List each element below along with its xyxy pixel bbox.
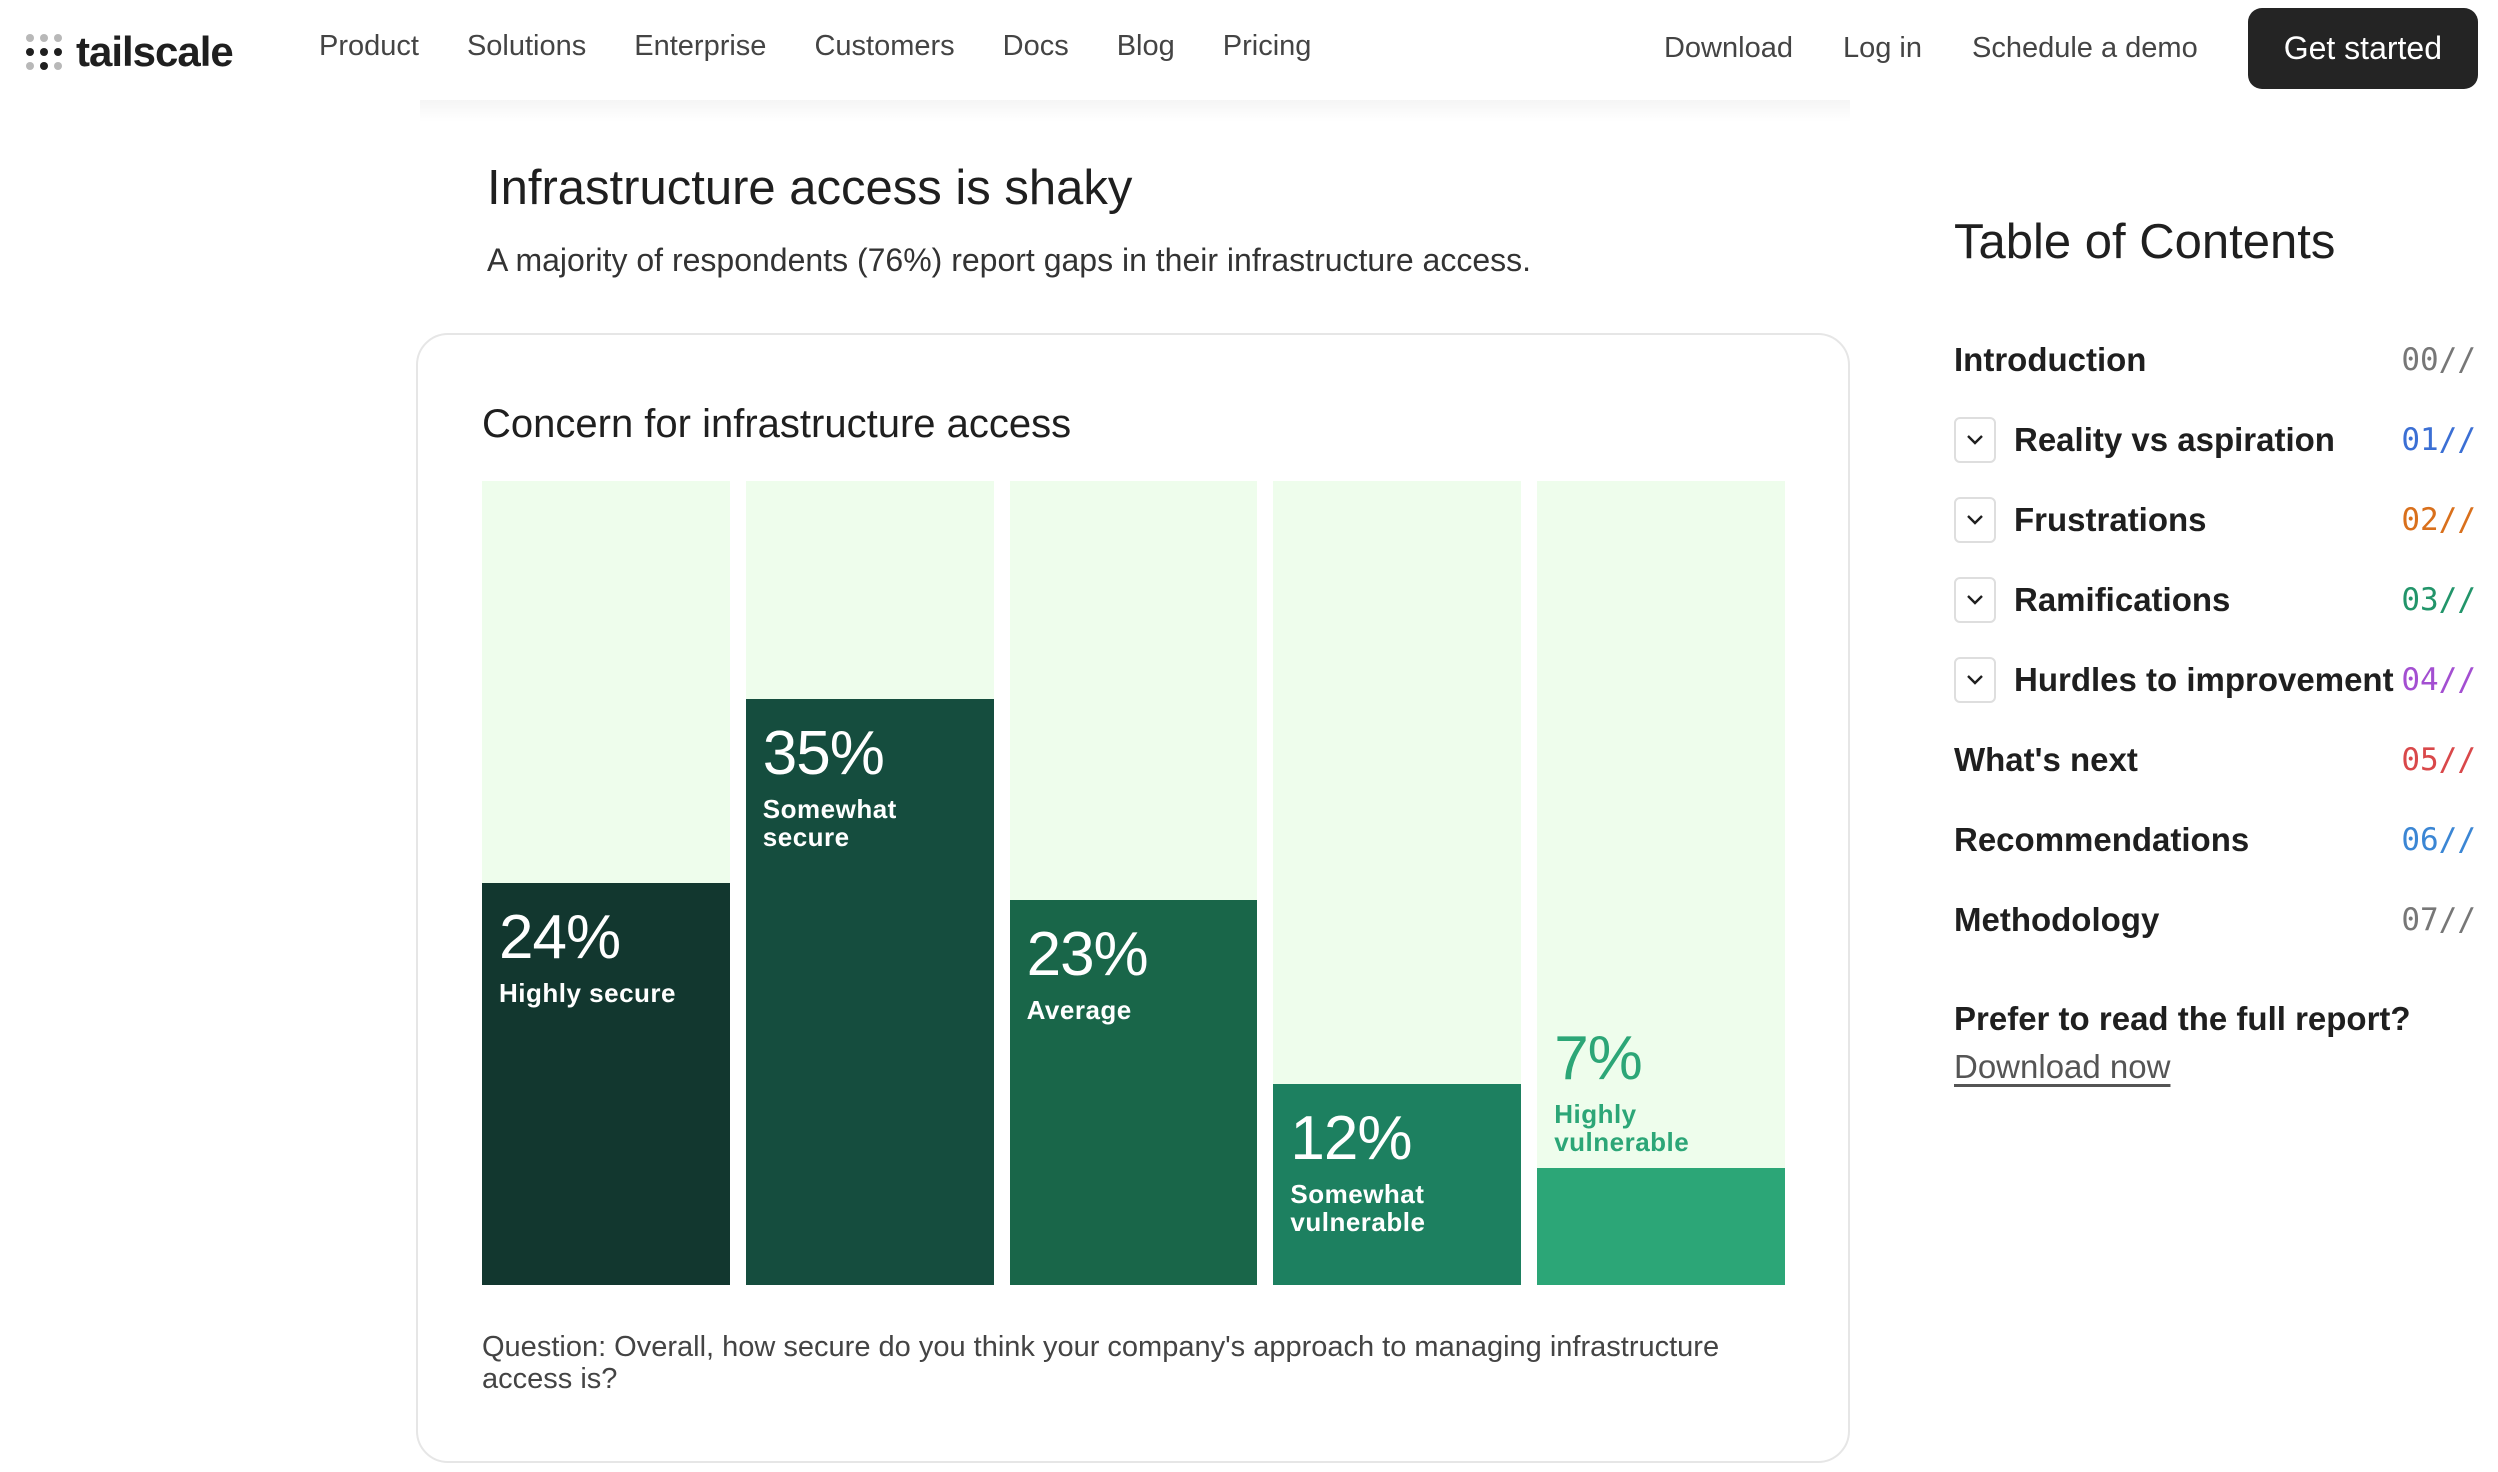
toc-item[interactable]: Ramifications 03//	[1954, 560, 2498, 640]
toc-item-label: What's next	[1954, 741, 2138, 778]
toc-item-number: 02//	[2401, 502, 2476, 538]
bar-label: 24% Highly secure	[499, 903, 677, 1008]
bar-value-label: 23%	[1026, 920, 1149, 989]
nav-link-docs[interactable]: Docs	[1002, 30, 1069, 62]
bar-category-label: Highly secure	[499, 978, 677, 1008]
logo-text: tailscale	[76, 28, 234, 75]
toc-item-label: Reality vs aspiration	[2014, 421, 2335, 458]
bar	[1273, 1084, 1522, 1285]
toc-item[interactable]: Frustrations 02//	[1954, 480, 2498, 560]
toc-item-number: 00//	[2401, 342, 2476, 378]
bar-value-label: 35%	[762, 719, 885, 788]
bar-category-label: Somewhat secure	[762, 794, 897, 852]
bar-label: 23% Average	[1026, 920, 1149, 1025]
toc-list: Introduction 00// Reality vs aspiration 01/…	[1954, 320, 2498, 960]
bar-column: 7% Highly vulnerable	[1537, 481, 1785, 1285]
logo-dots-icon	[26, 34, 62, 70]
toc-item-number: 04//	[2401, 662, 2476, 698]
top-nav: tailscale Product Solutions Enterprise C…	[0, 0, 2498, 100]
toc-item-number: 07//	[2401, 902, 2476, 938]
table-of-contents: Table of Contents Introduction 00// Realit…	[1954, 214, 2498, 1086]
toc-item-label: Ramifications	[2014, 581, 2231, 618]
bar-column: 35% Somewhat secure	[745, 481, 994, 1285]
nav-link-pricing[interactable]: Pricing	[1222, 30, 1312, 62]
bar-category-label: Average	[1026, 995, 1132, 1025]
toc-item[interactable]: Methodology 07//	[1954, 880, 2498, 960]
toc-item-label: Frustrations	[2014, 501, 2207, 538]
toc-item-number: 01//	[2401, 422, 2476, 458]
toc-prefer-text: Prefer to read the full report?	[1954, 1000, 2411, 1037]
toc-item-label: Hurdles to improvement	[2014, 661, 2394, 698]
toc-item[interactable]: Introduction 00//	[1954, 320, 2498, 400]
bar-value-label: 24%	[499, 903, 621, 972]
toc-title: Table of Contents	[1954, 215, 2336, 269]
nav-right: Download Log in Schedule a demo Get star…	[1664, 8, 2478, 89]
toc-item-label: Recommendations	[1954, 821, 2250, 858]
nav-link-customers[interactable]: Customers	[814, 30, 955, 62]
bar	[1009, 900, 1258, 1285]
chevron-down-icon[interactable]	[1954, 577, 1996, 623]
toc-item[interactable]: What's next 05//	[1954, 720, 2498, 800]
bar-label: 12% Somewhat vulnerable	[1290, 1104, 1426, 1237]
chevron-down-icon[interactable]	[1954, 657, 1996, 703]
toc-item-label: Methodology	[1954, 901, 2160, 938]
bar-column: 24% Highly secure	[482, 481, 730, 1285]
chart-question: Question: Overall, how secure do you thi…	[482, 1331, 1720, 1395]
bar-column: 23% Average	[1009, 481, 1258, 1285]
bar-chart: 24% Highly secure 35% Somewhat secure 23% Aver…	[482, 481, 1785, 1285]
bar-category-label: Highly vulnerable	[1554, 1099, 1690, 1157]
bar-category-label: Somewhat vulnerable	[1290, 1179, 1426, 1237]
toc-item-label: Introduction	[1954, 341, 2147, 378]
chevron-down-icon[interactable]	[1954, 417, 1996, 463]
get-started-button[interactable]: Get started	[2247, 8, 2478, 89]
download-now-link[interactable]: Download now	[1954, 1048, 2171, 1085]
primary-nav: Product Solutions Enterprise Customers D…	[319, 30, 1311, 63]
logo[interactable]: tailscale	[26, 28, 234, 76]
toc-item[interactable]: Reality vs aspiration 01//	[1954, 400, 2498, 480]
nav-link-solutions[interactable]: Solutions	[466, 30, 587, 62]
bar-value-label: 7%	[1554, 1024, 1643, 1093]
section-title: Infrastructure access is shaky	[487, 161, 1133, 215]
chart-title: Concern for infrastructure access	[482, 402, 1072, 446]
nav-link-blog[interactable]: Blog	[1116, 30, 1175, 62]
bar	[1537, 1168, 1785, 1285]
nav-link-product[interactable]: Product	[319, 30, 419, 62]
section-subtitle: A majority of respondents (76%) report g…	[487, 242, 1532, 278]
bar-value-label: 12%	[1290, 1104, 1412, 1173]
nav-link-enterprise[interactable]: Enterprise	[634, 30, 767, 62]
nav-link-schedule-demo[interactable]: Schedule a demo	[1971, 32, 2198, 64]
toc-item-number: 05//	[2401, 742, 2476, 778]
chart-card: Concern for infrastructure access 24% Hig…	[416, 333, 1850, 1463]
toc-item-number: 03//	[2401, 582, 2476, 618]
chevron-down-icon[interactable]	[1954, 497, 1996, 543]
bar-label: 7% Highly vulnerable	[1554, 1024, 1690, 1157]
bar	[482, 883, 730, 1285]
toc-item[interactable]: Recommendations 06//	[1954, 800, 2498, 880]
bar	[745, 699, 994, 1285]
nav-link-download[interactable]: Download	[1663, 32, 1793, 64]
bar-label: 35% Somewhat secure	[762, 719, 897, 852]
toc-item[interactable]: Hurdles to improvement 04//	[1954, 640, 2498, 720]
header-shadow	[420, 100, 1850, 122]
toc-item-number: 06//	[2401, 822, 2476, 858]
bar-column: 12% Somewhat vulnerable	[1273, 481, 1522, 1285]
nav-link-login[interactable]: Log in	[1842, 32, 1922, 64]
